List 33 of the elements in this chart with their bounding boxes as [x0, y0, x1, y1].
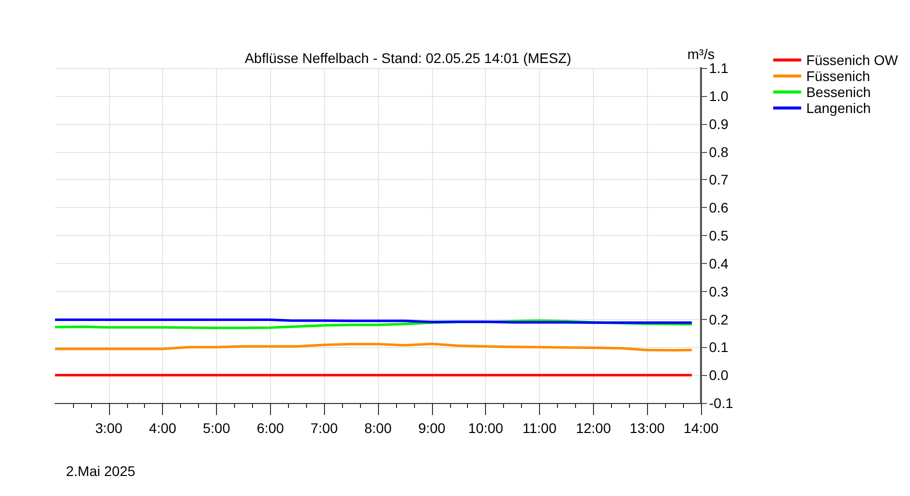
- y-tick-label: 0.2: [709, 311, 729, 328]
- x-tick-label: 7:00: [310, 420, 338, 436]
- legend-label: Füssenich OW: [806, 52, 899, 68]
- text: 2.Mai 2025: [66, 463, 136, 479]
- x-tick-label: 10:00: [468, 420, 504, 436]
- x-tick-label: 8:00: [364, 420, 392, 436]
- x-tick-label: 11:00: [522, 420, 557, 436]
- x-tick-label: 6:00: [256, 420, 284, 436]
- y-tick-label: 1.0: [709, 88, 729, 104]
- y-tick-label: 0.7: [709, 172, 729, 188]
- chart-title: Abflüsse Neffelbach - Stand: 02.05.25 14:01 (MESZ): [244, 50, 572, 66]
- line-series: [54, 342, 694, 352]
- x-tick-label: 13:00: [630, 420, 665, 436]
- x-tick-label: 5:00: [202, 420, 230, 436]
- y-axis-title: m³/s: [687, 46, 715, 62]
- y-tick-label: 0.3: [709, 283, 729, 300]
- y-tick-label: 0.0: [709, 367, 729, 384]
- y-tick-label: 0.9: [709, 116, 729, 132]
- x-tick-label: 3:00: [95, 420, 123, 436]
- legend-label: Langenich: [806, 100, 871, 116]
- x-tick-label: 9:00: [418, 420, 446, 436]
- y-tick-label: 0.5: [709, 228, 729, 244]
- y-tick-label: 0.1: [709, 339, 729, 356]
- x-tick-label: 14:00: [683, 420, 719, 436]
- legend-label: Bessenich: [806, 84, 871, 100]
- y-tick-label: 1.1: [709, 60, 729, 76]
- x-tick-label: 12:00: [576, 420, 612, 436]
- y-tick-label: 0.8: [709, 144, 729, 160]
- x-tick-label: 4:00: [149, 420, 177, 436]
- y-tick-label: -0.1: [709, 395, 734, 411]
- y-tick-label: 0.6: [709, 200, 729, 216]
- legend-label: Füssenich: [806, 68, 870, 84]
- y-tick-label: 0.4: [709, 255, 729, 272]
